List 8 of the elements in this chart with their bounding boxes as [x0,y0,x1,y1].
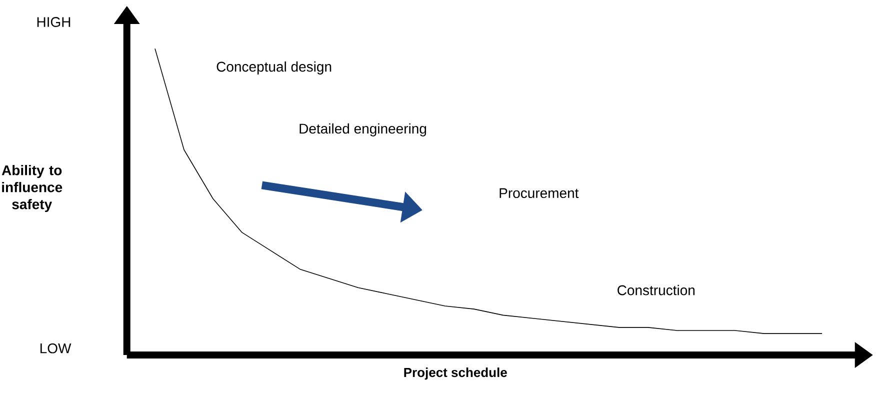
annotation: Detailed engineering [300,123,426,136]
text: LOW [40,343,72,354]
annotation: Conceptual design [216,61,332,74]
y-axis-title: Ability to influence safety [2,164,62,212]
text: HIGH [37,17,70,27]
annotation: Procurement [500,188,579,198]
annotation: Construction [618,284,695,296]
x-axis-title: Project schedule [404,368,507,380]
